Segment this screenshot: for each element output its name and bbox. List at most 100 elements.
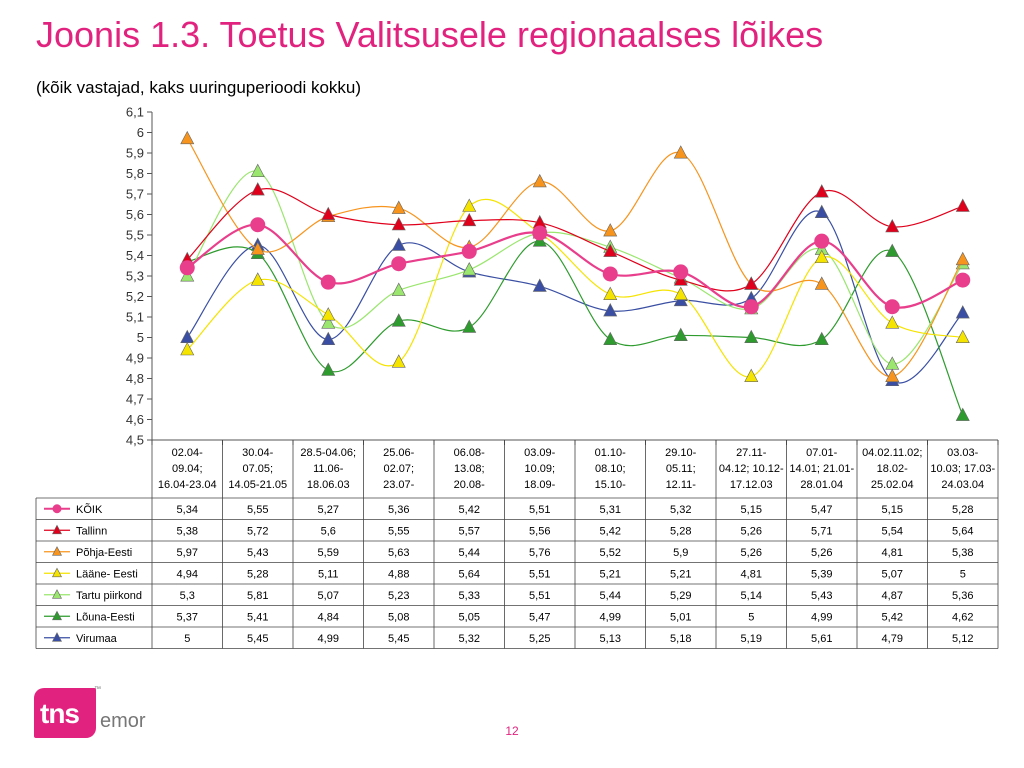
y-tick-label: 5,1 [126, 310, 144, 325]
table-cell: 5,15 [882, 504, 903, 516]
table-cell: 4,84 [318, 611, 339, 623]
series-line [186, 223, 964, 309]
data-point [321, 307, 336, 321]
y-tick-label: 6,1 [126, 105, 144, 120]
data-point [673, 264, 689, 280]
x-tick-label: 25.02.04 [871, 479, 914, 491]
table-cell: 5,97 [177, 547, 198, 559]
legend-marker [52, 546, 62, 556]
x-tick-label: 05.11; [666, 463, 696, 475]
data-point [673, 327, 688, 341]
table-cell: 5,59 [318, 547, 339, 559]
table-cell: 5,25 [529, 633, 550, 645]
data-point [321, 362, 336, 376]
table-cell: 5,51 [529, 568, 550, 580]
table-cell: 5,32 [670, 504, 691, 516]
line-chart: 4,5 4,6 4,7 4,8 4,9 5 5,1 5,2 5,3 5,4 5,5 5,6 5,7 5,8… [35, 105, 999, 649]
data-point [955, 272, 971, 288]
x-tick-label: 28.01.04 [800, 479, 843, 491]
table-cell: 5,34 [177, 504, 198, 516]
logo-text: tns [40, 698, 80, 729]
table-cell: 5,21 [670, 568, 691, 580]
page-title: Joonis 1.3. Toetus Valitsusele regionaal… [36, 14, 824, 55]
x-tick-label: 03.03- [947, 447, 979, 459]
legend-marker [52, 567, 62, 578]
table-cell: 5,36 [388, 504, 409, 516]
series-line [186, 210, 964, 384]
legend-label: Tallinn [76, 525, 107, 537]
series-line [186, 188, 963, 292]
y-tick-label: 5,6 [126, 207, 144, 222]
data-point [462, 212, 477, 227]
data-point [603, 331, 618, 346]
table-cell: 5,72 [247, 525, 268, 537]
table-cell: 5,13 [600, 633, 621, 645]
table-cell: 5,42 [600, 525, 621, 537]
table-cell: 5,56 [529, 525, 550, 537]
data-point [180, 130, 195, 145]
data-point [744, 276, 759, 290]
data-point [744, 368, 759, 382]
table-cell: 5,43 [811, 590, 832, 602]
data-point [321, 206, 336, 220]
table-cell: 5,32 [459, 633, 480, 645]
logo-box: tns [34, 688, 96, 738]
data-point [885, 368, 900, 382]
table-cell: 5,57 [459, 525, 480, 537]
data-point [814, 276, 829, 290]
data-point [955, 251, 970, 266]
table-cell: 5,31 [600, 504, 621, 516]
data-point [250, 182, 265, 196]
x-tick-label: 25.06- [383, 447, 415, 459]
table-cell: 4,99 [811, 611, 832, 623]
data-point [321, 331, 336, 346]
data-point [814, 249, 829, 264]
table-cell: 5,39 [811, 568, 832, 580]
data-point [532, 173, 547, 188]
data-point [391, 313, 406, 327]
table-cell: 4,79 [882, 633, 903, 645]
data-point [532, 225, 548, 241]
table-cell: 5,61 [811, 633, 832, 645]
y-tick-label: 5,8 [126, 166, 144, 181]
x-tick-label: 01.10- [595, 447, 627, 459]
table-cell: 4,99 [600, 611, 621, 623]
data-point [814, 331, 829, 346]
data-point [743, 299, 759, 315]
legend-label: Tartu piirkond [76, 590, 142, 602]
table-cell: 5,6 [321, 525, 336, 537]
table-cell: 5,01 [670, 611, 691, 623]
x-tick-label: 15.10- [595, 479, 627, 491]
legend-label: Põhja-Eesti [76, 547, 132, 559]
table-cell: 5,51 [529, 504, 550, 516]
table-cell: 5,26 [741, 525, 762, 537]
data-point [391, 282, 406, 296]
x-tick-label: 28.5-04.06; [300, 447, 356, 459]
table-cell: 5,54 [882, 525, 903, 537]
table-cell: 5,11 [318, 568, 339, 580]
legend-marker [52, 610, 62, 621]
table-cell: 5,37 [177, 611, 198, 623]
data-point [955, 305, 970, 319]
table-cell: 5,51 [529, 590, 550, 602]
legend-marker [52, 524, 62, 535]
table-cell: 5,26 [811, 547, 832, 559]
y-tick-label: 5,7 [126, 187, 144, 202]
table-cell: 5,76 [529, 547, 550, 559]
table-cell: 5,14 [741, 590, 762, 602]
data-point [602, 266, 618, 282]
data-point [885, 219, 900, 233]
y-tick-label: 4,5 [126, 433, 144, 448]
data-point [250, 272, 265, 286]
table-cell: 5,07 [882, 568, 903, 580]
tns-emor-logo: tns ™ emor [34, 686, 146, 744]
table-cell: 5,52 [600, 547, 621, 559]
table-cell: 5,18 [670, 633, 691, 645]
legend-label: Lõuna-Eesti [76, 611, 135, 623]
table-cell: 5,28 [670, 525, 691, 537]
data-point [250, 217, 266, 233]
y-tick-label: 5,3 [126, 269, 144, 284]
x-tick-label: 10.03; 17.03- [930, 463, 995, 475]
table-cell: 4,62 [952, 611, 973, 623]
table-cell: 5,45 [388, 633, 409, 645]
